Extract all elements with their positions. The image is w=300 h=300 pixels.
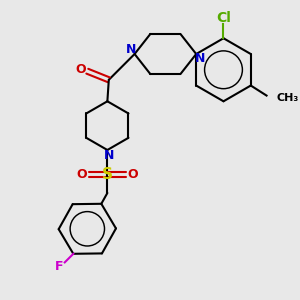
Text: S: S [102,167,113,182]
Text: Cl: Cl [216,11,231,25]
Text: N: N [126,43,136,56]
Text: O: O [128,168,139,181]
Text: N: N [194,52,205,65]
Text: N: N [103,149,114,162]
Text: F: F [55,260,63,273]
Text: O: O [76,168,87,181]
Text: CH₃: CH₃ [277,93,299,103]
Text: O: O [76,63,86,76]
